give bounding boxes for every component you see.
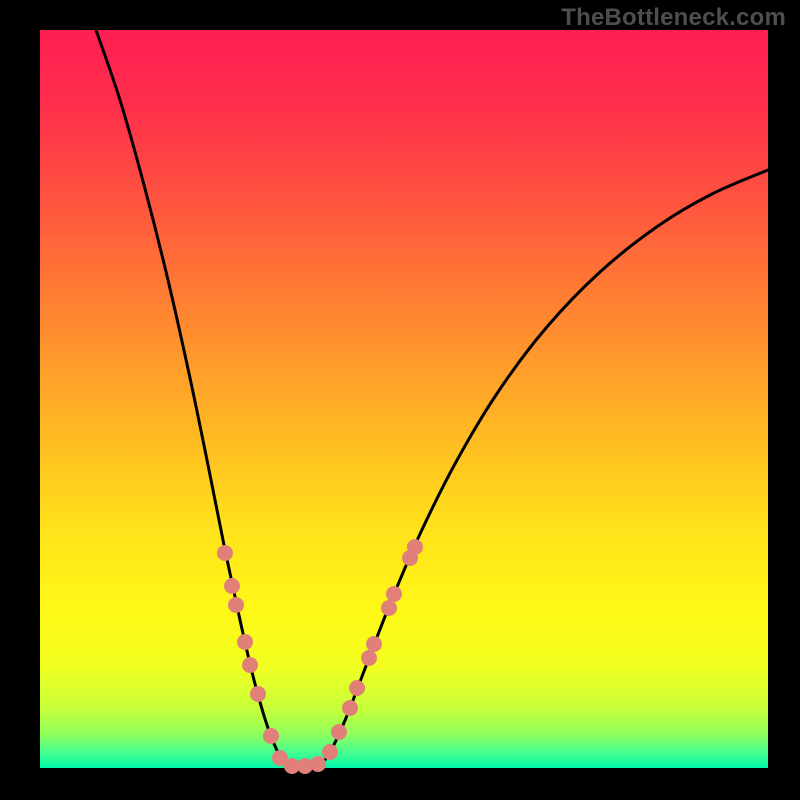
data-marker [349,680,365,696]
data-marker [386,586,402,602]
chart-stage: TheBottleneck.com [0,0,800,800]
bottleneck-chart [0,0,800,800]
data-marker [407,539,423,555]
data-marker [250,686,266,702]
data-marker [310,756,326,772]
data-marker [366,636,382,652]
data-marker [381,600,397,616]
data-marker [237,634,253,650]
plot-area [40,30,768,774]
data-marker [322,744,338,760]
data-marker [331,724,347,740]
gradient-background [40,30,768,768]
data-marker [228,597,244,613]
data-marker [242,657,258,673]
data-marker [217,545,233,561]
data-marker [224,578,240,594]
data-marker [342,700,358,716]
data-marker [361,650,377,666]
data-marker [263,728,279,744]
